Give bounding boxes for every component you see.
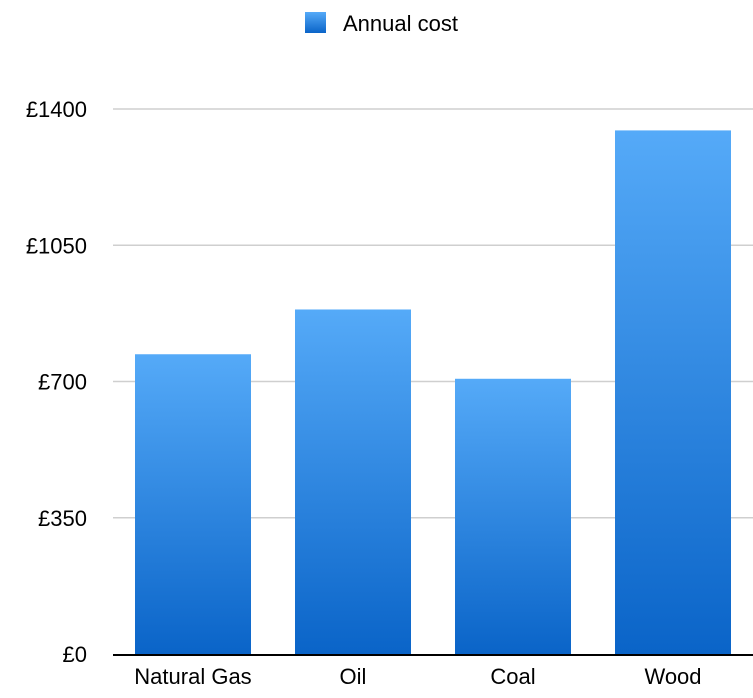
legend-label-annual-cost: Annual cost: [343, 11, 458, 36]
bars: [135, 130, 731, 655]
x-tick-label-coal: Coal: [490, 664, 535, 689]
bar-coal: [455, 378, 571, 654]
y-tick-label: £1050: [26, 233, 87, 258]
bar-wood: [615, 130, 731, 655]
y-tick-label: £700: [38, 370, 87, 395]
bar-oil: [295, 309, 411, 654]
x-axis-labels: Natural Gas Oil Coal Wood: [134, 664, 701, 689]
y-tick-label: £0: [63, 642, 87, 667]
y-axis-ticks: £0 £350 £700 £1050 £1400: [26, 97, 87, 667]
x-tick-label-natural-gas: Natural Gas: [134, 664, 251, 689]
bar-natural-gas: [135, 354, 251, 654]
x-tick-label-wood: Wood: [644, 664, 701, 689]
legend-swatch-annual-cost: [305, 12, 326, 33]
x-tick-label-oil: Oil: [340, 664, 367, 689]
legend: Annual cost: [305, 11, 458, 36]
y-tick-label: £350: [38, 506, 87, 531]
y-tick-label: £1400: [26, 97, 87, 122]
